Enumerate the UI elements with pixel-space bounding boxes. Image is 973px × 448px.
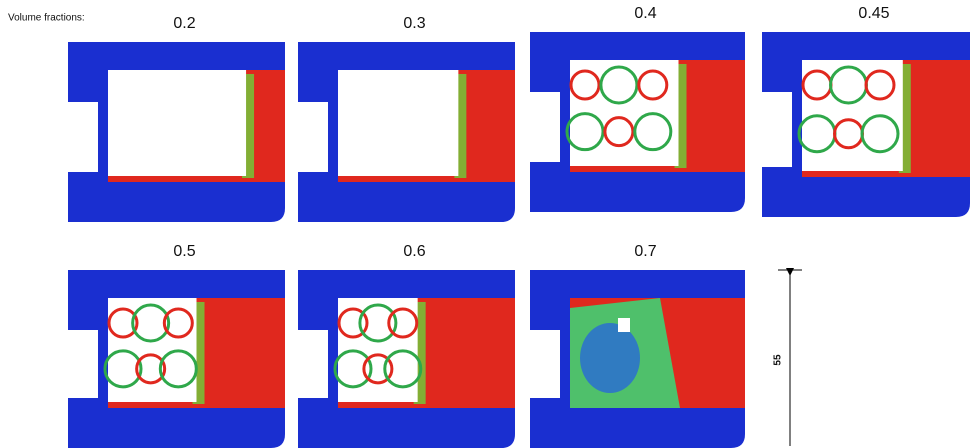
row-label: Volume fractions: [8,13,85,24]
void [108,70,246,176]
soft-core [580,323,640,393]
notch [530,92,560,162]
panels: 0.2 0.3 0.4 0.45 0.5 0.6 0.7 [68,5,970,448]
notch [298,102,328,172]
panel: 0.3 [298,15,515,222]
void [338,70,458,176]
hole [618,318,630,332]
notch [68,102,98,172]
panel-label: 0.3 [403,15,425,32]
panel: 0.5 [68,243,285,448]
panel-label: 0.2 [173,15,195,32]
panel: 0.2 [68,15,285,222]
panel-label: 0.4 [634,5,656,22]
panel: 0.4 [530,5,745,212]
panel: 0.7 [530,243,745,448]
notch [530,330,560,398]
figure: Volume fractions: 0.2 0.3 0.4 0.45 0.5 0.6 0.7… [0,0,973,448]
dimension-label: 55 [773,354,784,366]
notch [68,330,98,398]
panel-label: 0.5 [173,243,195,260]
panel-label: 0.7 [634,243,656,260]
panel: 0.45 [762,5,970,217]
panel-label: 0.6 [403,243,425,260]
notch [298,330,328,398]
notch [762,92,792,167]
panel-label: 0.45 [858,5,889,22]
panel: 0.6 [298,243,515,448]
